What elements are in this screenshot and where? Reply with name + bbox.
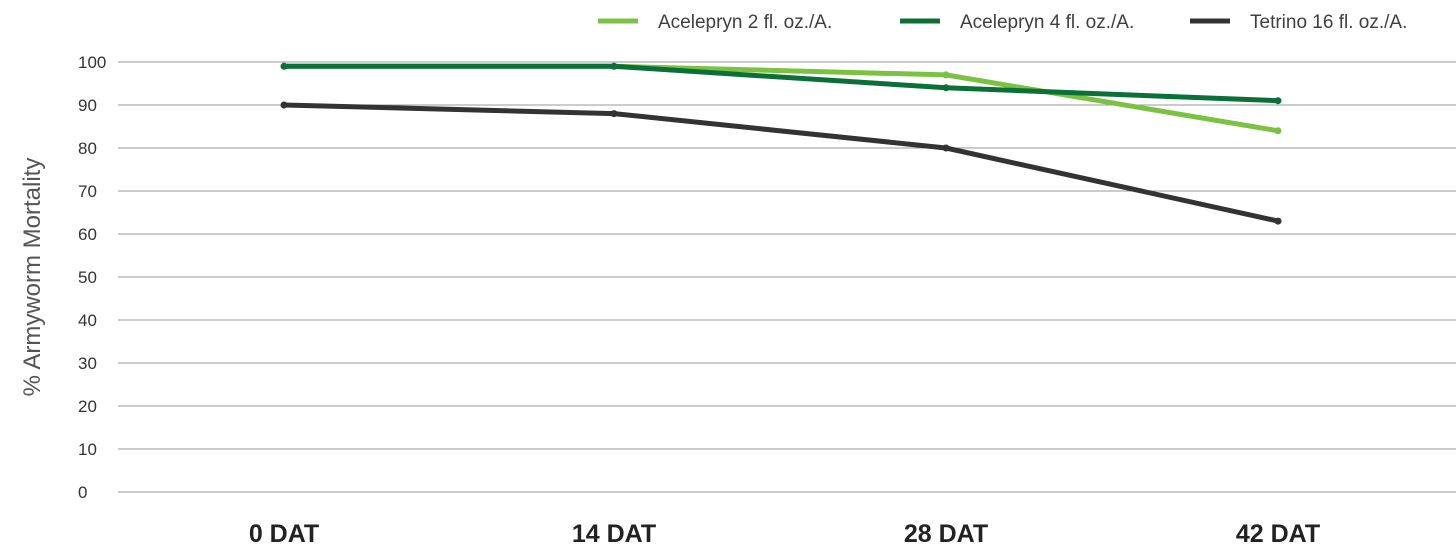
- legend-label: Tetrino 16 fl. oz./A.: [1250, 12, 1407, 33]
- legend-item: Acelepryn 4 fl. oz./A.: [900, 12, 1134, 33]
- x-tick-label: 0 DAT: [249, 520, 319, 548]
- y-axis-label: % Armyworm Mortality: [19, 158, 46, 397]
- data-point: [280, 101, 288, 109]
- y-tick-label: 90: [78, 96, 97, 115]
- y-tick-label: 30: [78, 354, 97, 373]
- legend-label: Acelepryn 4 fl. oz./A.: [960, 12, 1134, 33]
- x-tick-label: 14 DAT: [572, 520, 656, 548]
- series-1: [280, 62, 1282, 135]
- y-tick-label: 60: [78, 225, 97, 244]
- series-lines: [280, 62, 1282, 225]
- data-point: [610, 110, 618, 118]
- y-tick-label: 80: [78, 139, 97, 158]
- data-point: [1274, 97, 1282, 105]
- data-point: [942, 144, 950, 152]
- y-tick-label: 50: [78, 268, 97, 287]
- legend-item: Tetrino 16 fl. oz./A.: [1190, 12, 1407, 33]
- legend-item: Acelepryn 2 fl. oz./A.: [598, 12, 832, 33]
- gridlines: [118, 61, 1456, 493]
- data-point: [942, 84, 950, 92]
- y-tick-label: 70: [78, 182, 97, 201]
- y-tick-label: 10: [78, 440, 97, 459]
- y-tick-label: 40: [78, 311, 97, 330]
- y-tick-label: 20: [78, 397, 97, 416]
- y-tick-label: 0: [78, 483, 87, 502]
- series-line: [281, 63, 1281, 104]
- series-3: [280, 101, 1282, 225]
- data-point: [280, 62, 288, 70]
- x-tick-label: 42 DAT: [1236, 520, 1320, 548]
- series-2: [280, 62, 1282, 105]
- axes: 0 10 20 30 40 50 60 70 80 90 100 0 DAT 14 DAT 28 DAT 4…: [78, 53, 1320, 548]
- data-point: [1274, 127, 1282, 135]
- y-tick-label: 100: [78, 53, 106, 72]
- data-point: [942, 71, 950, 79]
- legend: Acelepryn 2 fl. oz./A. Acelepryn 4 fl. oz…: [598, 12, 1407, 33]
- x-tick-label: 28 DAT: [904, 520, 988, 548]
- data-point: [1274, 217, 1282, 225]
- legend-label: Acelepryn 2 fl. oz./A.: [658, 12, 832, 33]
- data-point: [610, 62, 618, 70]
- series-line: [281, 102, 1281, 224]
